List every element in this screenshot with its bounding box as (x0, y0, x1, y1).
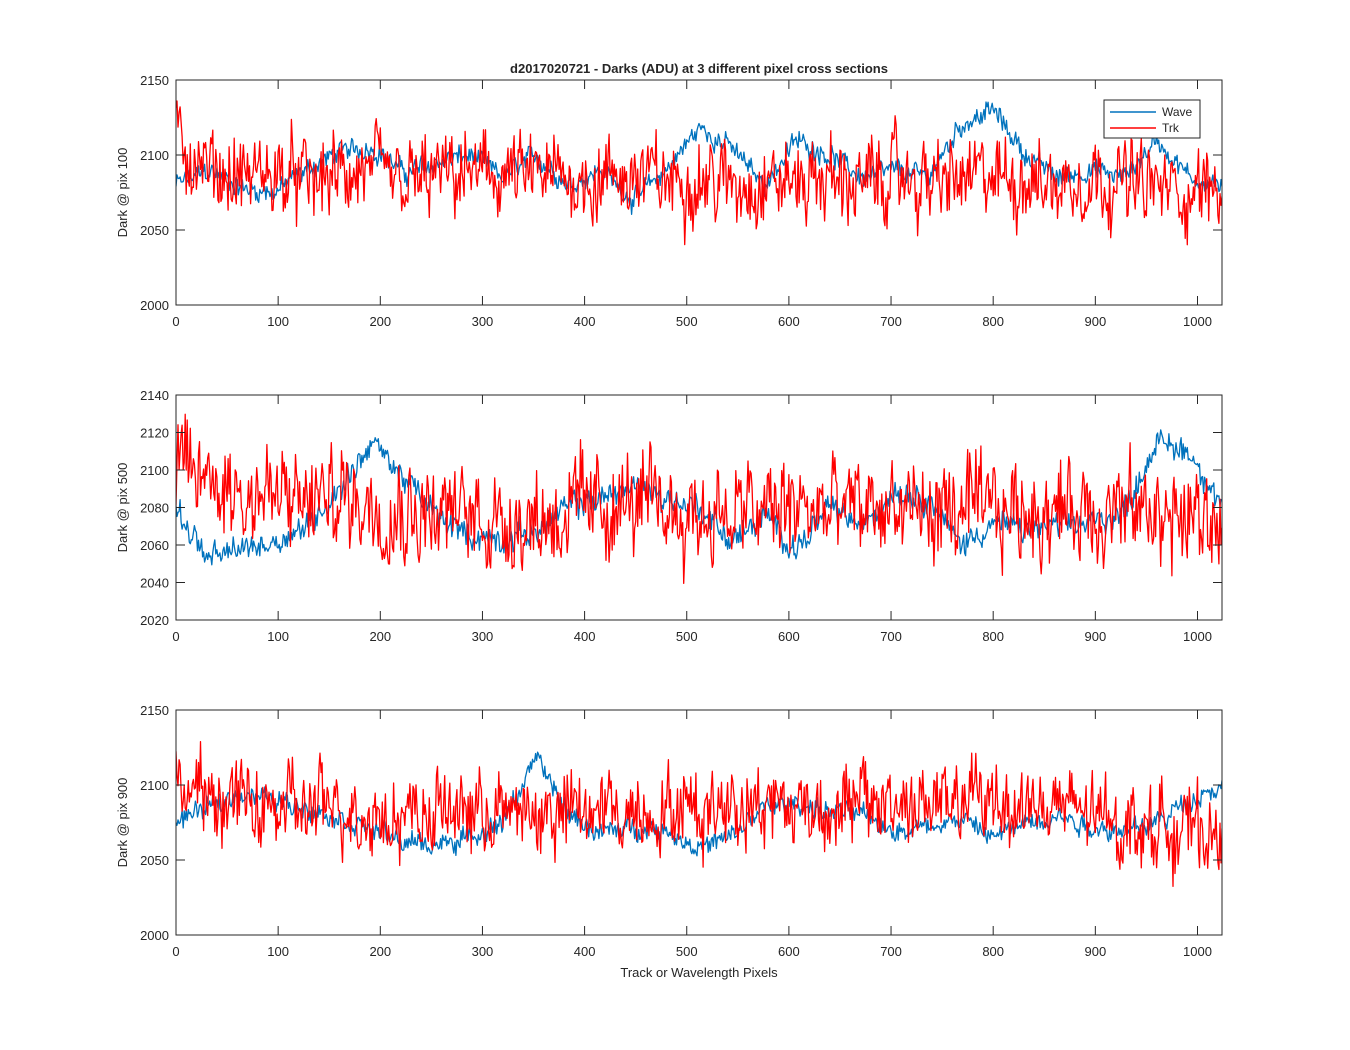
figure-title: d2017020721 - Darks (ADU) at 3 different… (510, 61, 888, 76)
x-tick-label: 400 (574, 314, 596, 329)
y-axis-label: Dark @ pix 100 (115, 148, 130, 238)
x-tick-label: 200 (369, 944, 391, 959)
y-tick-label: 2150 (140, 703, 169, 718)
x-tick-label: 1000 (1183, 944, 1212, 959)
x-tick-label: 1000 (1183, 629, 1212, 644)
y-tick-label: 2050 (140, 853, 169, 868)
x-tick-label: 700 (880, 944, 902, 959)
x-tick-label: 100 (267, 314, 289, 329)
y-tick-label: 2050 (140, 223, 169, 238)
x-tick-label: 300 (472, 314, 494, 329)
x-tick-label: 800 (982, 314, 1004, 329)
x-axis-label: Track or Wavelength Pixels (620, 965, 778, 980)
x-tick-label: 500 (676, 944, 698, 959)
y-tick-label: 2000 (140, 928, 169, 943)
x-tick-label: 600 (778, 629, 800, 644)
x-tick-label: 300 (472, 629, 494, 644)
y-tick-label: 2080 (140, 501, 169, 516)
legend: Wave Trk (1103, 99, 1201, 139)
subplot-3: 0 100 200 300 400 500 600 700 800 900 1000 2000 2050… (115, 703, 1223, 959)
y-tick-label: 2100 (140, 778, 169, 793)
y-tick-label: 2120 (140, 426, 169, 441)
series-line-trk (176, 413, 1222, 585)
x-tick-label: 900 (1084, 629, 1106, 644)
x-tick-label: 600 (778, 314, 800, 329)
y-tick-label: 2100 (140, 463, 169, 478)
y-tick-label: 2140 (140, 388, 169, 403)
x-tick-label: 100 (267, 629, 289, 644)
series-layer (176, 413, 1222, 585)
y-tick-label: 2000 (140, 298, 169, 313)
y-axis-label: Dark @ pix 900 (115, 778, 130, 868)
y-axis-label: Dark @ pix 500 (115, 463, 130, 553)
x-tick-label: 900 (1084, 314, 1106, 329)
x-tick-label: 100 (267, 944, 289, 959)
x-tick-label: 400 (574, 944, 596, 959)
legend-label-trk: Trk (1162, 121, 1180, 135)
subplot-panels: 0 100 200 300 400 500 600 700 800 900 100020002050… (115, 73, 1223, 959)
x-tick-label: 700 (880, 314, 902, 329)
x-tick-label: 700 (880, 629, 902, 644)
axes-box (175, 79, 1223, 306)
x-tick-label: 500 (676, 629, 698, 644)
x-tick-label: 900 (1084, 944, 1106, 959)
x-tick-label: 1000 (1183, 314, 1212, 329)
x-tick-label: 500 (676, 314, 698, 329)
series-line-trk (176, 100, 1222, 246)
x-tick-label: 0 (172, 629, 179, 644)
x-tick-label: 800 (982, 944, 1004, 959)
x-tick-label: 800 (982, 629, 1004, 644)
y-tick-label: 2020 (140, 613, 169, 628)
x-tick-label: 200 (369, 629, 391, 644)
y-tick-label: 2060 (140, 538, 169, 553)
series-line-trk (176, 741, 1222, 888)
x-tick-label: 600 (778, 944, 800, 959)
x-tick-label: 0 (172, 314, 179, 329)
series-layer (176, 741, 1222, 888)
x-tick-label: 200 (369, 314, 391, 329)
y-tick-label: 2040 (140, 576, 169, 591)
subplot-2: 0 100 200 300 400 500 600 700 800 900 1000 2020 2040… (115, 388, 1223, 644)
x-tick-label: 400 (574, 629, 596, 644)
legend-label-wave: Wave (1162, 105, 1193, 119)
axes-box (175, 709, 1223, 936)
series-layer (176, 100, 1222, 246)
x-tick-label: 0 (172, 944, 179, 959)
x-tick-label: 300 (472, 944, 494, 959)
subplot-1: 0 100 200 300 400 500 600 700 800 900 1000 2000 2050… (115, 73, 1223, 329)
legend-box (1103, 99, 1201, 139)
y-tick-label: 2150 (140, 73, 169, 88)
y-tick-label: 2100 (140, 148, 169, 163)
